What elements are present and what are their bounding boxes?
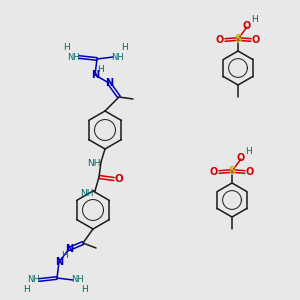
Text: H: H: [250, 14, 257, 23]
Text: N: N: [105, 78, 113, 88]
Text: N: N: [65, 244, 73, 254]
Text: NH: NH: [72, 275, 84, 284]
Text: O: O: [243, 21, 251, 31]
Text: H: H: [61, 251, 68, 260]
Text: NH: NH: [28, 275, 40, 284]
Text: N: N: [91, 70, 99, 80]
Text: O: O: [115, 174, 123, 184]
Text: O: O: [237, 153, 245, 163]
Text: O: O: [216, 35, 224, 45]
Text: H: H: [97, 64, 104, 74]
Text: O: O: [246, 167, 254, 177]
Text: NH: NH: [68, 52, 80, 62]
Text: NH: NH: [80, 188, 94, 197]
Text: S: S: [228, 166, 236, 176]
Text: N: N: [55, 257, 63, 267]
Text: H: H: [81, 286, 87, 295]
Text: NH: NH: [112, 52, 124, 62]
Text: H: H: [64, 43, 70, 52]
Text: H: H: [121, 43, 128, 52]
Text: H: H: [24, 286, 30, 295]
Text: S: S: [234, 34, 242, 44]
Text: O: O: [210, 167, 218, 177]
Text: NH: NH: [87, 160, 101, 169]
Text: O: O: [252, 35, 260, 45]
Text: H: H: [244, 146, 251, 155]
